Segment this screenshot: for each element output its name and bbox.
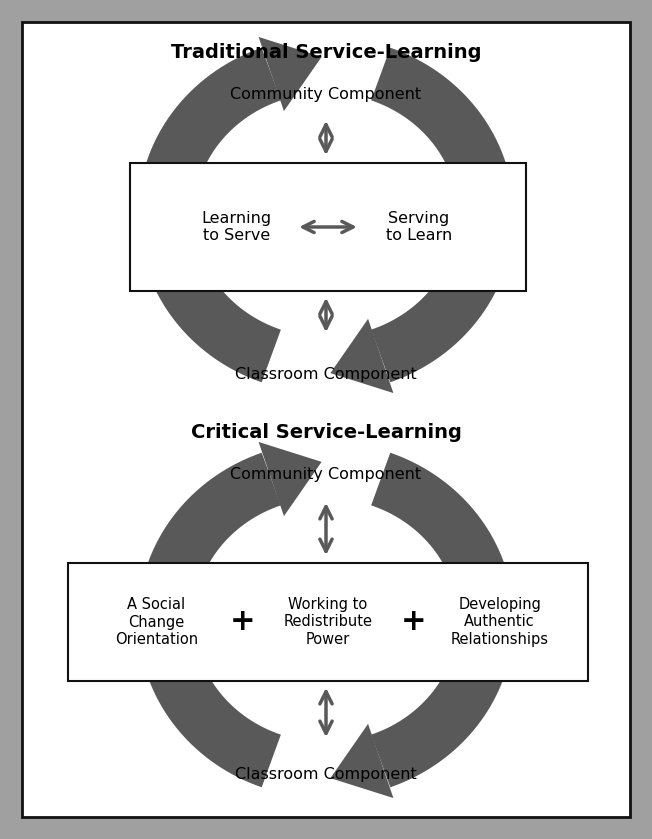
Text: Serving
to Learn: Serving to Learn xyxy=(386,211,452,243)
Polygon shape xyxy=(371,48,514,383)
Polygon shape xyxy=(259,37,321,111)
Text: A Social
Change
Orientation: A Social Change Orientation xyxy=(115,597,198,647)
Text: Community Component: Community Component xyxy=(230,87,422,102)
Bar xyxy=(130,163,526,291)
Bar xyxy=(68,563,588,681)
Text: +: + xyxy=(230,607,255,637)
Text: Traditional Service-Learning: Traditional Service-Learning xyxy=(171,43,481,61)
Polygon shape xyxy=(331,319,393,393)
Polygon shape xyxy=(371,453,514,787)
Polygon shape xyxy=(138,453,281,787)
Polygon shape xyxy=(259,442,321,516)
Text: Critical Service-Learning: Critical Service-Learning xyxy=(190,423,462,441)
Polygon shape xyxy=(331,724,393,798)
Text: Classroom Component: Classroom Component xyxy=(235,367,417,383)
Text: Developing
Authentic
Relationships: Developing Authentic Relationships xyxy=(451,597,548,647)
Text: Working to
Redistribute
Power: Working to Redistribute Power xyxy=(284,597,372,647)
Polygon shape xyxy=(138,48,281,383)
Text: +: + xyxy=(401,607,426,637)
Text: Classroom Component: Classroom Component xyxy=(235,768,417,783)
Text: Community Component: Community Component xyxy=(230,467,422,482)
Text: Learning
to Serve: Learning to Serve xyxy=(202,211,272,243)
